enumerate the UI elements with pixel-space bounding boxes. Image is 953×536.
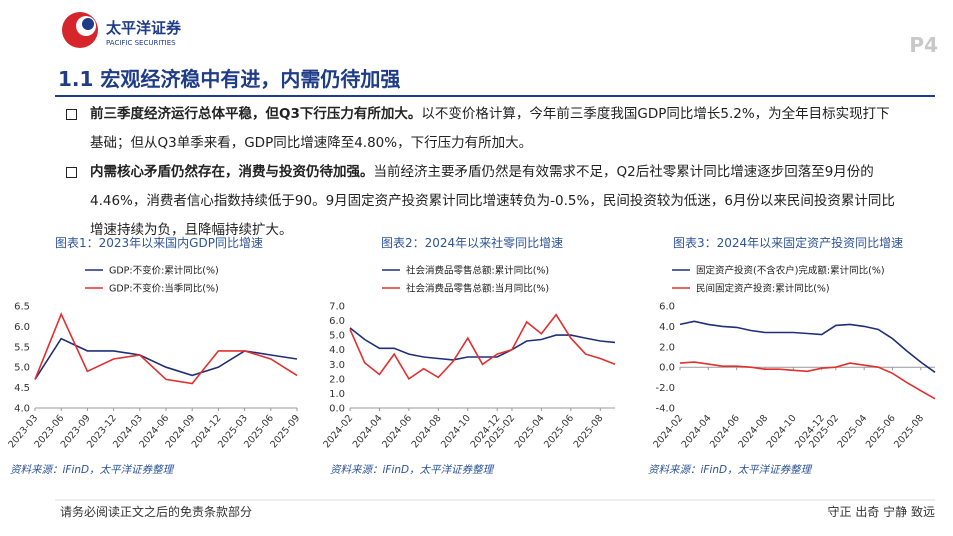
- slide-title: 1.1 宏观经济稳中有进，内需仍待加强: [58, 67, 400, 91]
- x-tick-label: 2025-08: [892, 413, 926, 450]
- brand-en: PACIFIC SECURITIES: [106, 39, 176, 47]
- legend-label: 社会消费品零售总额:累计同比(%): [406, 265, 549, 277]
- bullet: 前三季度经济运行总体平稳，但Q3下行压力有所加大。以不变价格计算，今年前三季度我…: [64, 100, 899, 158]
- y-tick-label: 5.0: [329, 331, 345, 342]
- series-line: [679, 361, 936, 400]
- y-tick-label: 6.0: [329, 316, 345, 327]
- bullet-text: 以不变价格计算，今年前三季度我国GDP同比增长5.2%，为全年目标实现打下基础；…: [90, 106, 890, 151]
- x-tick-label: 2024-10: [439, 413, 473, 450]
- y-tick-label: 1.0: [329, 389, 345, 400]
- y-tick-label: -4.0: [655, 404, 675, 415]
- footer-right: 守正 出奇 宁静 致远: [828, 504, 935, 519]
- chart-title: 图表2：2024年以来社零同比增速: [381, 235, 563, 250]
- x-tick-label: 2024-06: [380, 413, 414, 450]
- y-tick-label: 3.0: [329, 360, 345, 371]
- source: 资料来源：iFinD，太平洋证券整理: [330, 464, 495, 476]
- footer-left: 请务必阅读正文之后的免责条款部分: [60, 504, 252, 519]
- y-tick-label: 2.0: [659, 342, 675, 353]
- source: 资料来源：iFinD，太平洋证券整理: [10, 464, 175, 476]
- y-tick-label: -2.0: [655, 383, 675, 394]
- y-tick-label: 6.0: [14, 322, 30, 333]
- y-tick-label: 4.0: [659, 322, 675, 333]
- y-tick-label: 6.5: [14, 302, 30, 313]
- x-tick-label: 2025-04: [513, 413, 547, 450]
- bullet-bold: 内需核心矛盾仍然存在，消费与投资仍待加强。: [90, 164, 374, 180]
- bullet-text: 当前经济主要矛盾仍然是有效需求不足，Q2后社零累计同比增速逐步回落至9月份的4.…: [90, 164, 895, 238]
- bullet: 内需核心矛盾仍然存在，消费与投资仍待加强。当前经济主要矛盾仍然是有效需求不足，Q…: [64, 158, 899, 245]
- legend-label: GDP:不变价:当季同比(%): [109, 283, 219, 295]
- x-tick-label: 2024-04: [351, 413, 385, 450]
- y-tick-label: 4.0: [329, 345, 345, 356]
- legend-label: GDP:不变价:累计同比(%): [109, 265, 219, 277]
- series-line: [349, 313, 616, 381]
- page-number: P4: [909, 33, 938, 57]
- y-tick-label: 0.0: [659, 363, 675, 374]
- series-line: [34, 312, 298, 385]
- bullet-bold: 前三季度经济运行总体平稳，但Q3下行压力有所加大。: [90, 106, 422, 122]
- bullet-list: 前三季度经济运行总体平稳，但Q3下行压力有所加大。以不变价格计算，今年前三季度我…: [64, 100, 899, 245]
- y-tick-label: 4.5: [14, 383, 30, 394]
- series-line: [679, 320, 936, 373]
- x-tick-label: 2025-06: [542, 413, 576, 450]
- source: 资料来源：iFinD，太平洋证券整理: [648, 464, 813, 476]
- y-tick-label: 2.0: [329, 374, 345, 385]
- x-tick-label: 2024-02: [321, 413, 355, 450]
- chart-title: 图表1：2023年以来国内GDP同比增速: [55, 236, 263, 250]
- y-tick-label: 6.0: [659, 302, 675, 313]
- logo: [82, 18, 94, 30]
- x-tick-label: 2024-08: [410, 413, 444, 450]
- legend-label: 固定资产投资(不含农户)完成额:累计同比(%): [696, 265, 885, 277]
- y-tick-label: 4.0: [14, 404, 30, 415]
- y-tick-label: 7.0: [329, 302, 345, 313]
- legend-label: 民间固定资产投资:累计同比(%): [696, 283, 830, 295]
- series-line: [34, 337, 298, 380]
- chart-title: 图表3：2024年以来固定资产投资同比增速: [673, 235, 903, 250]
- series-line: [349, 327, 616, 361]
- brand: 太平洋证券: [106, 19, 182, 37]
- x-tick-label: 2025-08: [572, 413, 606, 450]
- y-tick-label: 5.0: [14, 363, 30, 374]
- y-tick-label: 0.0: [329, 404, 345, 415]
- y-tick-label: 5.5: [14, 342, 30, 353]
- legend-label: 社会消费品零售总额:当月同比(%): [406, 283, 549, 295]
